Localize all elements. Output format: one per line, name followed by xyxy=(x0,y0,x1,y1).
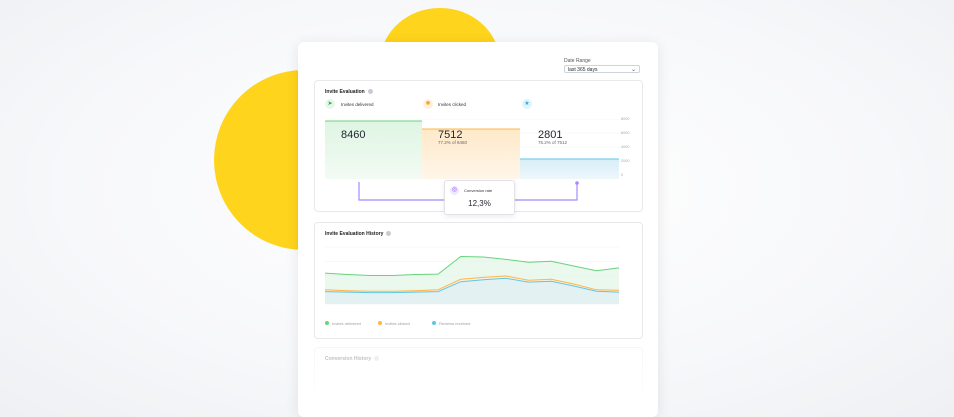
series-line xyxy=(325,277,619,294)
funnel-chart xyxy=(325,119,621,179)
conversion-label: Conversion rate xyxy=(464,188,493,193)
date-range-value: last 365 days xyxy=(568,67,598,73)
stage-sub-clicked: 77.2% of 8460 xyxy=(438,140,468,145)
panel-title: Invite Evaluation History xyxy=(325,231,392,237)
history-chart xyxy=(325,246,619,305)
stage-label-delivered: Invites delivered xyxy=(341,102,374,107)
stage-value-delivered: 8460 xyxy=(341,129,366,141)
legend-dot xyxy=(325,321,329,325)
sparkle-click-icon: ✺ xyxy=(423,99,433,109)
y-tick: 4000 xyxy=(621,145,630,149)
conversion-history-panel: Conversion History xyxy=(314,347,643,409)
invite-evaluation-panel: Invite Evaluation ➤ Invites delivered ✺ … xyxy=(314,80,643,215)
y-tick: 0 xyxy=(621,173,624,177)
info-icon[interactable] xyxy=(367,89,373,94)
star-icon: ★ xyxy=(522,99,532,109)
conversion-rate-box: ◎ Conversion rate 12,3% xyxy=(444,180,515,215)
stage-value-reviews: 2801 xyxy=(538,129,563,141)
conversion-value: 12,3% xyxy=(468,199,491,208)
funnel-bar-clicked xyxy=(422,129,520,179)
chevron-down-icon: ⌄ xyxy=(630,67,636,73)
date-range-label: Date Range xyxy=(564,58,591,64)
legend-dot xyxy=(378,321,382,325)
info-icon[interactable] xyxy=(386,231,392,236)
legend-dot xyxy=(432,321,436,325)
y-tick: 6000 xyxy=(621,131,630,135)
paper-plane-icon: ➤ xyxy=(325,99,335,109)
conversion-icon: ◎ xyxy=(450,186,459,195)
legend-item-delivered[interactable]: Invites delivered xyxy=(325,321,361,326)
panel-title: Invite Evaluation xyxy=(325,89,373,95)
dashboard-card: Date Range last 365 days ⌄ Invite Evalua… xyxy=(298,42,658,417)
series-line xyxy=(325,275,619,292)
stage-sub-reviews: 75.2% of 7512 xyxy=(538,140,568,145)
legend-item-reviews[interactable]: Reviews received xyxy=(432,321,470,326)
series-line xyxy=(325,255,619,276)
date-range-select[interactable]: last 365 days ⌄ xyxy=(564,65,640,73)
series-area xyxy=(325,278,619,304)
y-tick: 8000 xyxy=(621,117,630,121)
y-tick: 2000 xyxy=(621,159,630,163)
funnel-bar-delivered xyxy=(325,121,422,179)
invite-evaluation-history-panel: Invite Evaluation History Invites delive… xyxy=(314,222,643,339)
stage-value-clicked: 7512 xyxy=(438,129,463,141)
funnel-bar-reviews xyxy=(520,159,619,179)
legend-item-clicked[interactable]: Invites clicked xyxy=(378,321,410,326)
stage-label-clicked: Invites clicked xyxy=(438,102,467,107)
panel-title: Conversion History xyxy=(325,356,380,362)
info-icon xyxy=(374,356,380,361)
